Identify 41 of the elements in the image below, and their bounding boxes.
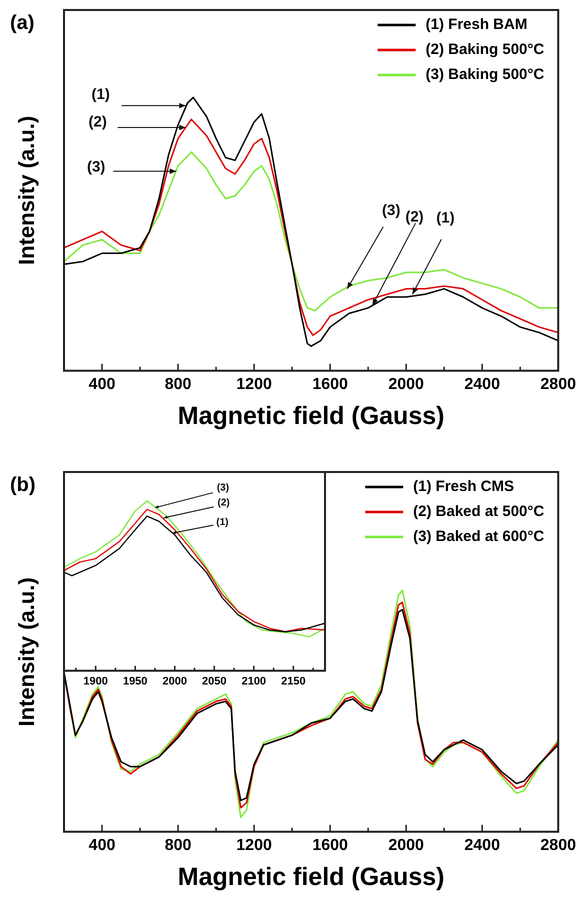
annotation: (1) xyxy=(91,86,110,103)
x-tick-label: 2400 xyxy=(464,376,500,393)
x-tick-label: 800 xyxy=(164,836,192,854)
x-tick-label: 2400 xyxy=(464,836,500,854)
x-tick-label: 2000 xyxy=(388,376,424,393)
x-tick-label: 2000 xyxy=(162,675,187,688)
chart-title: (b) xyxy=(10,474,36,497)
annotation: (2) xyxy=(405,208,424,226)
x-tick-label: 2150 xyxy=(281,675,306,688)
legend-label: (2) Baking 500°C xyxy=(426,41,544,58)
y-axis-title: Intensity (a.u.) xyxy=(14,577,40,726)
annotation: (3) xyxy=(216,482,230,494)
x-tick-label: 800 xyxy=(164,376,192,393)
annotation: (2) xyxy=(218,498,230,509)
chart-title: (a) xyxy=(10,12,34,35)
x-tick-label: 1600 xyxy=(312,836,348,854)
annotation: (1) xyxy=(216,516,228,528)
x-tick-label: 2800 xyxy=(540,376,576,393)
x-tick-label: 1200 xyxy=(236,376,272,393)
x-axis-title: Magnetic field (Gauss) xyxy=(178,862,444,891)
legend-label: (1) Fresh BAM xyxy=(426,16,528,34)
annotation: (2) xyxy=(88,114,107,131)
x-axis-title: Magnetic field (Gauss) xyxy=(178,402,444,430)
annotation: (3) xyxy=(86,158,106,176)
legend-label: (2) Baked at 500°C xyxy=(413,503,544,520)
x-tick-label: 1900 xyxy=(83,675,108,688)
legend-label: (3) Baked at 600°C xyxy=(413,528,544,546)
legend-label: (3) Baking 500°C xyxy=(426,66,544,84)
x-tick-label: 2050 xyxy=(202,675,227,688)
legend-label: (1) Fresh CMS xyxy=(413,478,514,496)
x-tick-label: 400 xyxy=(88,836,116,854)
x-tick-label: 400 xyxy=(88,376,116,393)
x-tick-label: 2100 xyxy=(242,675,266,688)
x-tick-label: 2000 xyxy=(388,836,424,854)
x-tick-label: 1200 xyxy=(236,836,272,854)
annotation: (1) xyxy=(436,209,455,226)
annotation: (3) xyxy=(382,202,400,219)
x-tick-label: 2800 xyxy=(540,836,576,854)
x-tick-label: 1950 xyxy=(122,675,148,688)
x-tick-label: 1600 xyxy=(312,376,348,393)
y-axis-title: Intensity (a.u.) xyxy=(14,116,40,265)
